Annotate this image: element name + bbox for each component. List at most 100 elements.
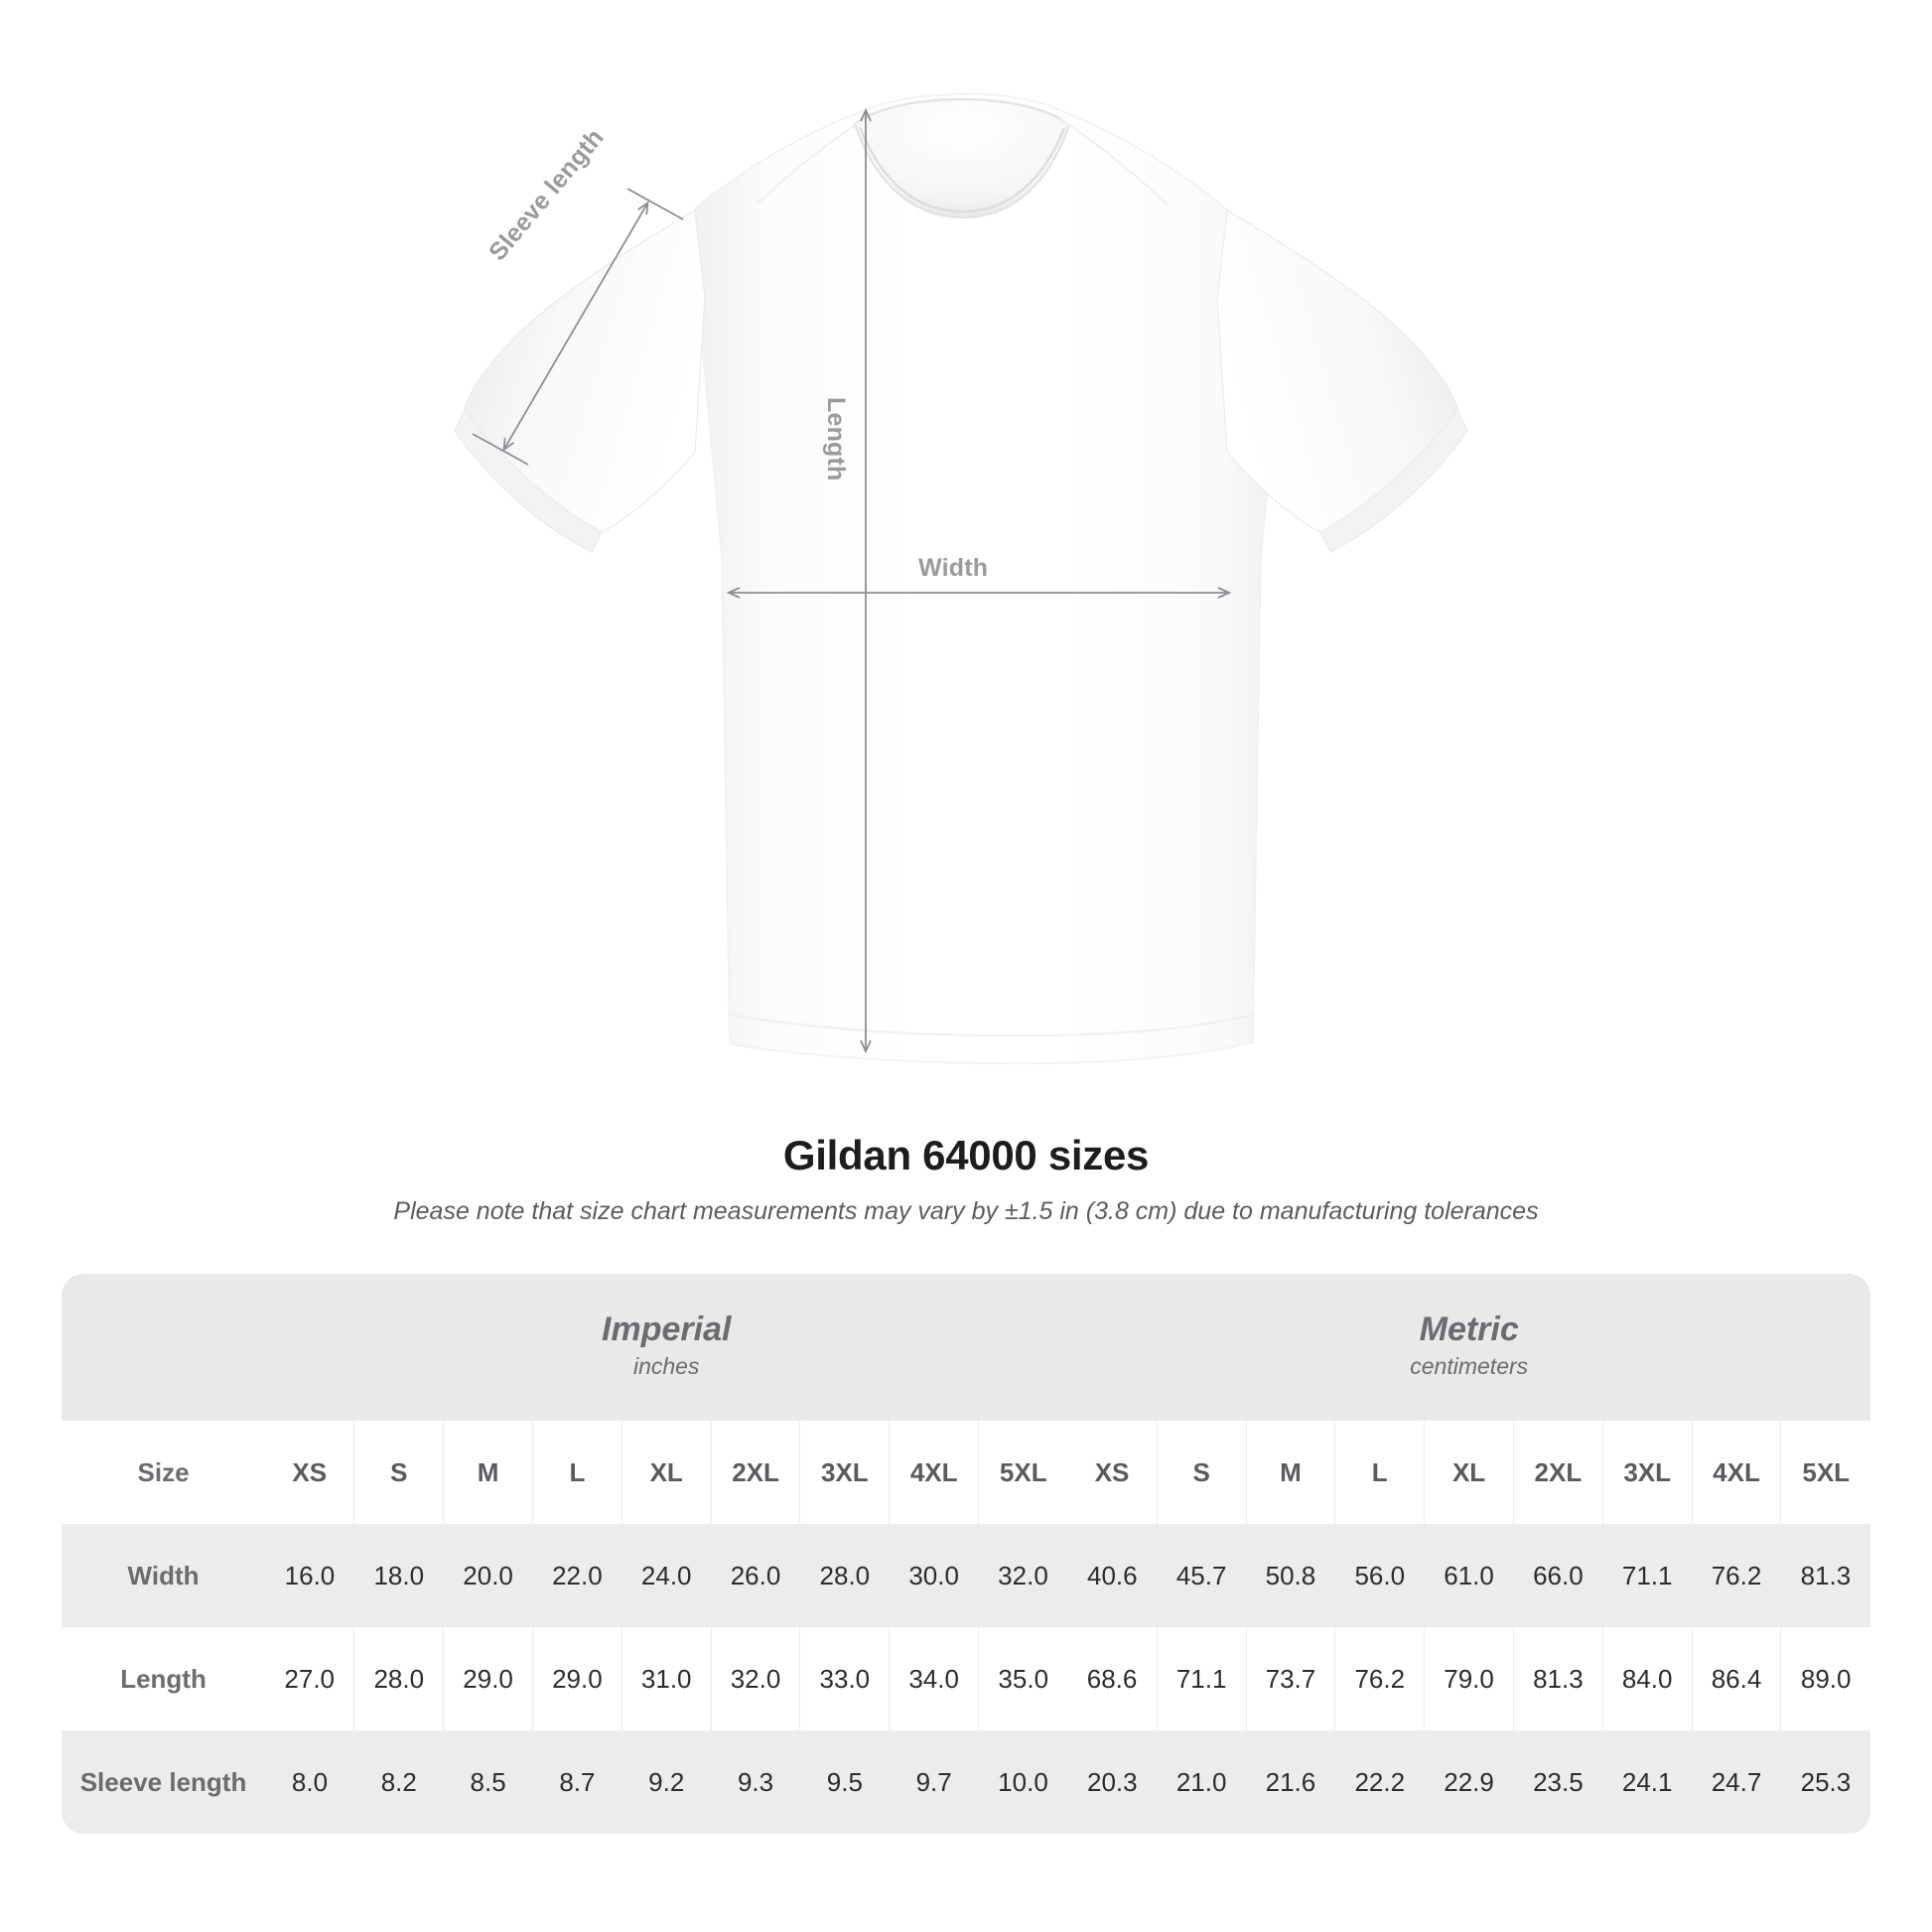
- cell-sleeve-metric-xl: 22.9: [1424, 1730, 1514, 1834]
- size-table-container: Imperial inches Metric centimeters Size …: [62, 1274, 1870, 1834]
- cell-width-metric-xl: 61.0: [1424, 1524, 1514, 1627]
- size-col-imperial-m: M: [443, 1421, 533, 1524]
- cell-width-metric-4xl: 76.2: [1692, 1524, 1781, 1627]
- cell-sleeve-metric-m: 21.6: [1246, 1730, 1335, 1834]
- sleeve-length-measure-arrow: [504, 204, 647, 449]
- cell-width-metric-5xl: 81.3: [1780, 1524, 1870, 1627]
- cell-width-imperial-3xl: 28.0: [799, 1524, 890, 1627]
- left-shoulder-seam: [756, 118, 865, 206]
- cell-sleeve-imperial-2xl: 9.3: [711, 1730, 800, 1834]
- imperial-unit-sub: inches: [632, 1353, 700, 1380]
- cell-length-imperial-m: 29.0: [443, 1627, 533, 1730]
- metric-unit-name: Metric: [1419, 1311, 1519, 1349]
- cell-sleeve-metric-s: 21.0: [1157, 1730, 1247, 1834]
- collar: [853, 97, 1071, 219]
- cell-length-metric-4xl: 86.4: [1691, 1627, 1781, 1730]
- size-col-metric-xs: XS: [1067, 1421, 1158, 1524]
- cell-length-metric-5xl: 89.0: [1780, 1627, 1870, 1730]
- cell-sleeve-imperial-xl: 9.2: [621, 1730, 712, 1834]
- cell-sleeve-imperial-xs: 8.0: [265, 1730, 354, 1834]
- size-col-imperial-xs: XS: [265, 1421, 354, 1524]
- row-label-width: Width: [62, 1524, 266, 1627]
- cell-length-metric-l: 76.2: [1334, 1627, 1425, 1730]
- row-label-sleeve-length: Sleeve length: [62, 1730, 266, 1834]
- shirt-body-shape: [694, 93, 1292, 1064]
- cell-length-imperial-xs: 27.0: [265, 1627, 354, 1730]
- size-col-metric-s: S: [1156, 1421, 1247, 1524]
- cell-width-metric-s: 45.7: [1157, 1524, 1247, 1627]
- right-shoulder-seam: [1059, 118, 1169, 206]
- cell-width-metric-l: 56.0: [1334, 1524, 1425, 1627]
- unit-banner-row: Imperial inches Metric centimeters: [62, 1274, 1870, 1421]
- cell-length-imperial-3xl: 33.0: [799, 1627, 890, 1730]
- size-col-metric-2xl: 2XL: [1512, 1421, 1603, 1524]
- table-row: Width 16.0 18.0 20.0 22.0 24.0 26.0 28.0…: [62, 1524, 1870, 1627]
- cell-sleeve-imperial-4xl: 9.7: [889, 1730, 979, 1834]
- cell-sleeve-metric-xs: 20.3: [1067, 1730, 1158, 1834]
- size-table: Imperial inches Metric centimeters Size …: [62, 1274, 1870, 1834]
- size-row-label: Size: [62, 1421, 266, 1524]
- cell-length-imperial-5xl: 35.0: [978, 1627, 1068, 1730]
- cell-width-imperial-xl: 24.0: [621, 1524, 712, 1627]
- cell-sleeve-metric-3xl: 24.1: [1602, 1730, 1693, 1834]
- cell-length-imperial-l: 29.0: [532, 1627, 622, 1730]
- chart-heading: Gildan 64000 sizes Please note that size…: [0, 1132, 1932, 1226]
- cell-sleeve-metric-5xl: 25.3: [1780, 1730, 1870, 1834]
- size-col-imperial-s: S: [353, 1421, 444, 1524]
- cell-length-imperial-4xl: 34.0: [889, 1627, 979, 1730]
- metric-unit-sub: centimeters: [1410, 1353, 1529, 1380]
- cell-length-metric-xl: 79.0: [1424, 1627, 1514, 1730]
- page-title: Gildan 64000 sizes: [782, 1132, 1150, 1178]
- size-col-imperial-l: L: [532, 1421, 622, 1524]
- collar-inner-seam: [858, 126, 1066, 213]
- cell-sleeve-imperial-3xl: 9.5: [799, 1730, 890, 1834]
- cell-width-metric-2xl: 66.0: [1513, 1524, 1603, 1627]
- size-col-metric-5xl: 5XL: [1780, 1421, 1870, 1524]
- right-sleeve-cuff: [1319, 407, 1468, 553]
- imperial-unit-name: Imperial: [602, 1311, 732, 1349]
- cell-width-imperial-m: 20.0: [443, 1524, 533, 1627]
- cell-length-imperial-xl: 31.0: [621, 1627, 712, 1730]
- cell-sleeve-imperial-5xl: 10.0: [978, 1730, 1068, 1834]
- cell-length-imperial-2xl: 32.0: [710, 1627, 800, 1730]
- cell-length-metric-xs: 68.6: [1067, 1627, 1158, 1730]
- tshirt-diagram-svg: [454, 93, 1468, 1064]
- cell-width-imperial-l: 22.0: [532, 1524, 622, 1627]
- cell-sleeve-imperial-l: 8.7: [532, 1730, 622, 1834]
- cell-width-metric-m: 50.8: [1246, 1524, 1335, 1627]
- tshirt-illustration: Width Length Sleeve length: [454, 93, 1468, 1064]
- sleeve-tick-bottom: [472, 433, 529, 466]
- cell-sleeve-metric-l: 22.2: [1334, 1730, 1425, 1834]
- cell-width-imperial-xs: 16.0: [265, 1524, 354, 1627]
- cell-sleeve-metric-2xl: 23.5: [1513, 1730, 1603, 1834]
- size-col-metric-xl: XL: [1424, 1421, 1514, 1524]
- table-row: Length 27.0 28.0 29.0 29.0 31.0 32.0 33.…: [62, 1627, 1870, 1730]
- metric-banner-cell: Metric centimeters: [1067, 1274, 1870, 1421]
- width-label: Width: [918, 554, 989, 582]
- size-col-metric-l: L: [1334, 1421, 1425, 1524]
- size-col-imperial-3xl: 3XL: [799, 1421, 890, 1524]
- cell-sleeve-imperial-s: 8.2: [353, 1730, 444, 1834]
- table-row: Sleeve length 8.0 8.2 8.5 8.7 9.2 9.3 9.…: [62, 1730, 1870, 1834]
- cell-length-metric-3xl: 84.0: [1601, 1627, 1693, 1730]
- size-col-metric-4xl: 4XL: [1691, 1421, 1781, 1524]
- cell-width-metric-xs: 40.6: [1067, 1524, 1158, 1627]
- size-col-metric-3xl: 3XL: [1601, 1421, 1693, 1524]
- length-label: Length: [822, 397, 850, 482]
- cell-length-metric-s: 71.1: [1156, 1627, 1247, 1730]
- size-col-imperial-2xl: 2XL: [710, 1421, 800, 1524]
- cell-width-metric-3xl: 71.1: [1602, 1524, 1693, 1627]
- size-col-metric-m: M: [1245, 1421, 1335, 1524]
- cell-width-imperial-4xl: 30.0: [889, 1524, 979, 1627]
- cell-sleeve-imperial-m: 8.5: [443, 1730, 533, 1834]
- imperial-banner-cell: Imperial inches: [265, 1274, 1068, 1421]
- row-label-length: Length: [62, 1627, 266, 1730]
- cell-length-metric-2xl: 81.3: [1512, 1627, 1603, 1730]
- size-header-row: Size XS S M L XL 2XL 3XL 4XL 5XL XS S M …: [62, 1421, 1870, 1524]
- cell-width-imperial-5xl: 32.0: [978, 1524, 1068, 1627]
- cell-width-imperial-s: 18.0: [353, 1524, 444, 1627]
- size-col-imperial-xl: XL: [621, 1421, 712, 1524]
- sleeve-tick-top: [626, 188, 684, 220]
- cell-width-imperial-2xl: 26.0: [711, 1524, 800, 1627]
- size-col-imperial-4xl: 4XL: [889, 1421, 979, 1524]
